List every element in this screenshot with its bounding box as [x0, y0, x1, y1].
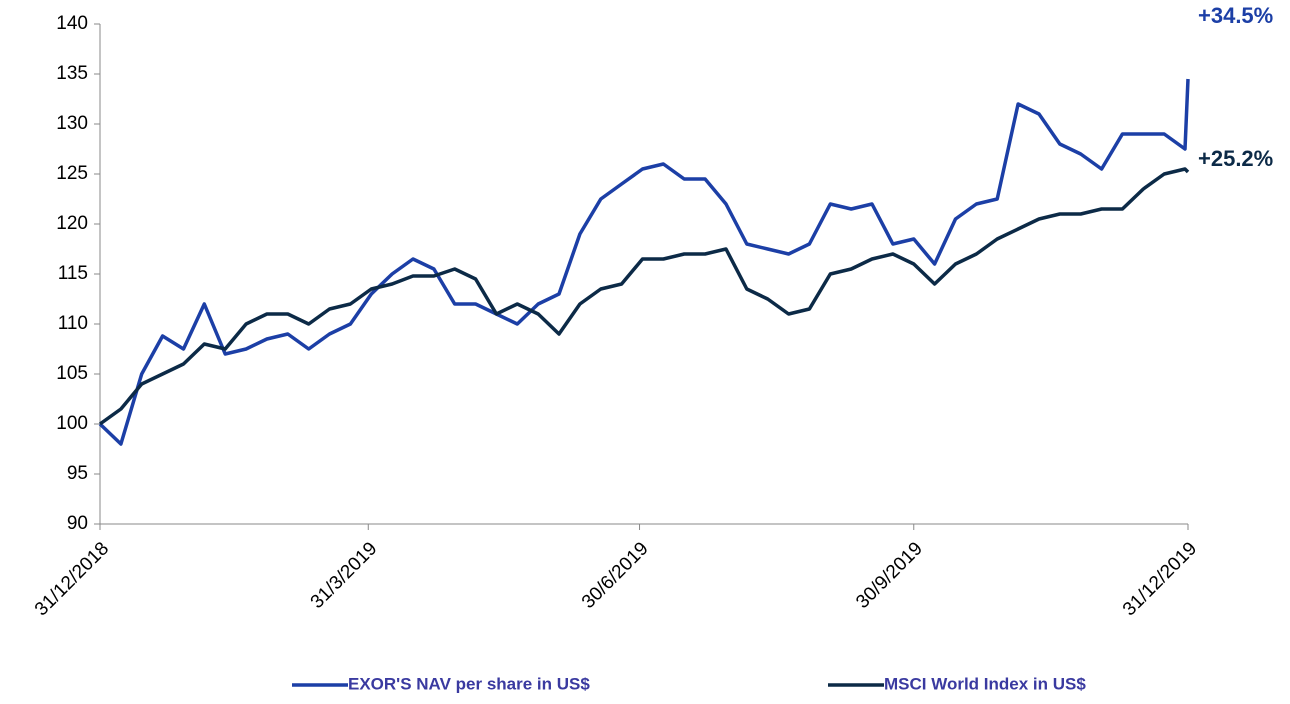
y-tick-label: 135 [56, 63, 88, 84]
y-tick-label: 100 [56, 413, 88, 434]
series-line [98, 167, 1190, 426]
y-tick-label: 115 [58, 263, 88, 284]
legend-label: EXOR'S NAV per share in US$ [348, 674, 590, 693]
y-tick-label: 110 [58, 313, 88, 334]
end-label: +25.2% [1198, 146, 1273, 171]
y-tick-label: 130 [56, 113, 88, 134]
y-tick-label: 105 [56, 363, 88, 384]
x-tick-label: 30/9/2019 [852, 538, 927, 613]
x-tick-label: 31/12/2018 [31, 538, 113, 620]
y-tick-label: 125 [56, 163, 88, 184]
y-tick-label: 120 [56, 213, 88, 234]
x-tick-label: 30/6/2019 [578, 538, 653, 613]
y-tick-label: 140 [56, 13, 88, 34]
legend-label: MSCI World Index in US$ [884, 674, 1086, 693]
x-tick-label: 31/3/2019 [307, 538, 382, 613]
y-tick-label: 90 [67, 513, 88, 534]
y-tick-label: 95 [67, 463, 88, 484]
series-line [98, 78, 1190, 446]
x-tick-label: 31/12/2019 [1119, 538, 1201, 620]
end-label: +34.5% [1198, 3, 1273, 28]
